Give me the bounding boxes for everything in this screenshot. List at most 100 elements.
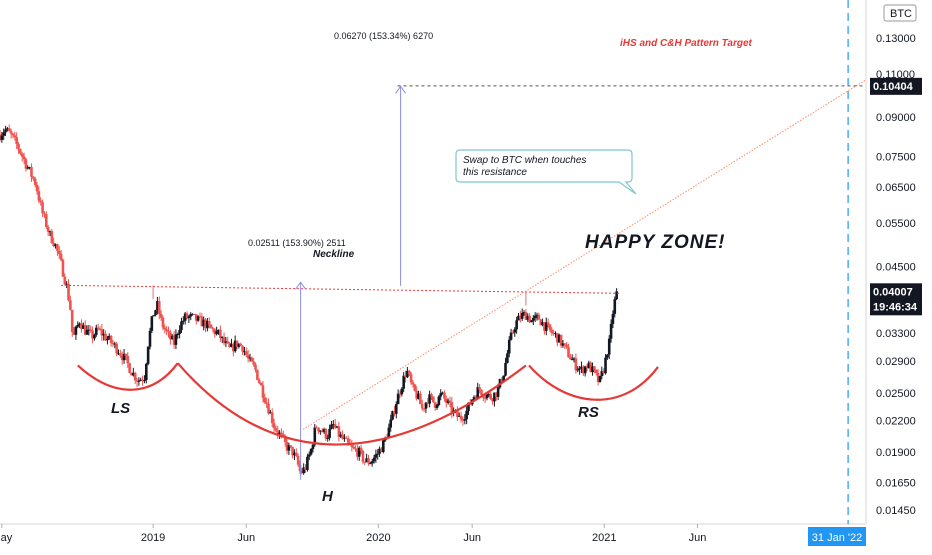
candle-body — [28, 167, 31, 169]
candle-body — [289, 445, 293, 447]
candles-group — [0, 124, 618, 475]
candle-body — [85, 330, 89, 335]
neckline-label: Neckline — [313, 249, 355, 260]
candle-body — [54, 244, 57, 247]
candle-body — [152, 315, 155, 317]
candle-body — [35, 184, 39, 192]
candle-body — [63, 276, 67, 285]
candle-body — [376, 453, 380, 455]
candle-body — [502, 375, 505, 382]
candle-body — [474, 396, 478, 399]
head-curve[interactable] — [176, 362, 527, 446]
resistance-line[interactable] — [302, 79, 867, 430]
candle-body — [107, 335, 111, 339]
candle-body — [94, 327, 98, 335]
candle-body — [109, 335, 113, 344]
candle-body — [535, 314, 539, 316]
candle-body — [485, 394, 489, 399]
y-tick-label: 0.07500 — [876, 151, 916, 163]
neckline[interactable] — [61, 284, 621, 294]
candle-body — [352, 446, 355, 449]
candle-body — [546, 322, 550, 325]
candle-body — [296, 456, 300, 465]
candle-body — [67, 283, 70, 301]
candle-body — [435, 404, 439, 408]
candle-body — [426, 402, 430, 404]
candle-body — [526, 315, 530, 320]
candle-body — [315, 427, 318, 429]
candle-body — [194, 314, 198, 321]
candle-body — [317, 427, 320, 432]
candle-body — [319, 430, 322, 432]
candle-body — [557, 334, 561, 343]
candle-body — [346, 438, 350, 443]
candle-body — [532, 317, 535, 321]
right-shoulder-curve[interactable] — [528, 364, 659, 401]
candle-body — [554, 333, 557, 335]
candle-body — [100, 329, 104, 336]
candle-body — [237, 343, 241, 347]
y-tick-label: 0.09000 — [876, 112, 916, 124]
candle-body — [543, 322, 546, 331]
candle-body — [424, 402, 428, 409]
candle-body — [407, 370, 411, 375]
candle-body — [37, 191, 41, 201]
date-marker-label: 31 Jan '22 — [812, 532, 862, 544]
candle-body — [404, 375, 407, 378]
candle-body — [613, 299, 617, 314]
candle-body — [311, 444, 315, 449]
candle-body — [382, 440, 385, 453]
candle-body — [422, 408, 426, 410]
candle-body — [133, 372, 137, 381]
candle-body — [480, 389, 483, 395]
candle-body — [332, 424, 335, 426]
price-axis[interactable]: 0.130000.110000.090000.075000.065000.055… — [865, 0, 916, 524]
candle-body — [91, 330, 94, 339]
candle-body — [419, 393, 422, 405]
candle-body — [206, 321, 209, 329]
candle-body — [298, 464, 302, 471]
candle-body — [489, 394, 493, 400]
candle-body — [33, 178, 37, 185]
candle-body — [552, 333, 555, 335]
candle-body — [580, 366, 583, 369]
callout-box[interactable]: Swap to BTC when touches this resistance — [455, 149, 637, 195]
candle-body — [494, 392, 498, 397]
x-tick-label: Jun — [237, 532, 255, 544]
candle-body — [322, 429, 326, 433]
candle-body — [309, 448, 313, 455]
candle-body — [78, 323, 81, 326]
candle-body — [530, 320, 533, 323]
candle-body — [48, 231, 52, 233]
candle-body — [600, 371, 604, 377]
candle-body — [180, 321, 183, 331]
left-shoulder-curve[interactable] — [77, 362, 179, 391]
candle-body — [165, 329, 168, 332]
candle-body — [335, 426, 339, 428]
candle-body — [191, 313, 194, 315]
candle-body — [226, 341, 230, 343]
candle-body — [207, 321, 211, 325]
y-tick-label: 0.06500 — [876, 182, 916, 194]
candle-body — [2, 132, 6, 136]
candle-body — [252, 361, 255, 365]
candle-body — [339, 434, 343, 437]
candle-body — [394, 404, 398, 414]
candle-body — [122, 353, 126, 361]
candle-body — [161, 317, 165, 328]
candle-body — [98, 328, 102, 330]
candle-body — [411, 382, 415, 385]
candle-body — [157, 301, 161, 314]
candle-body — [241, 345, 244, 352]
candle-body — [141, 379, 144, 381]
quote-currency-box[interactable] — [883, 4, 917, 22]
candle-body — [387, 427, 391, 439]
candle-body — [283, 436, 287, 442]
time-axis[interactable]: May 2019 Jun 2020 Jun 2021 Jun — [0, 523, 866, 544]
candle-body — [576, 369, 580, 371]
candle-body — [583, 366, 587, 374]
candle-body — [506, 353, 509, 363]
candle-body — [193, 313, 196, 315]
measure-label-left: 0.02511 (153.90%) 2511 — [248, 238, 346, 248]
